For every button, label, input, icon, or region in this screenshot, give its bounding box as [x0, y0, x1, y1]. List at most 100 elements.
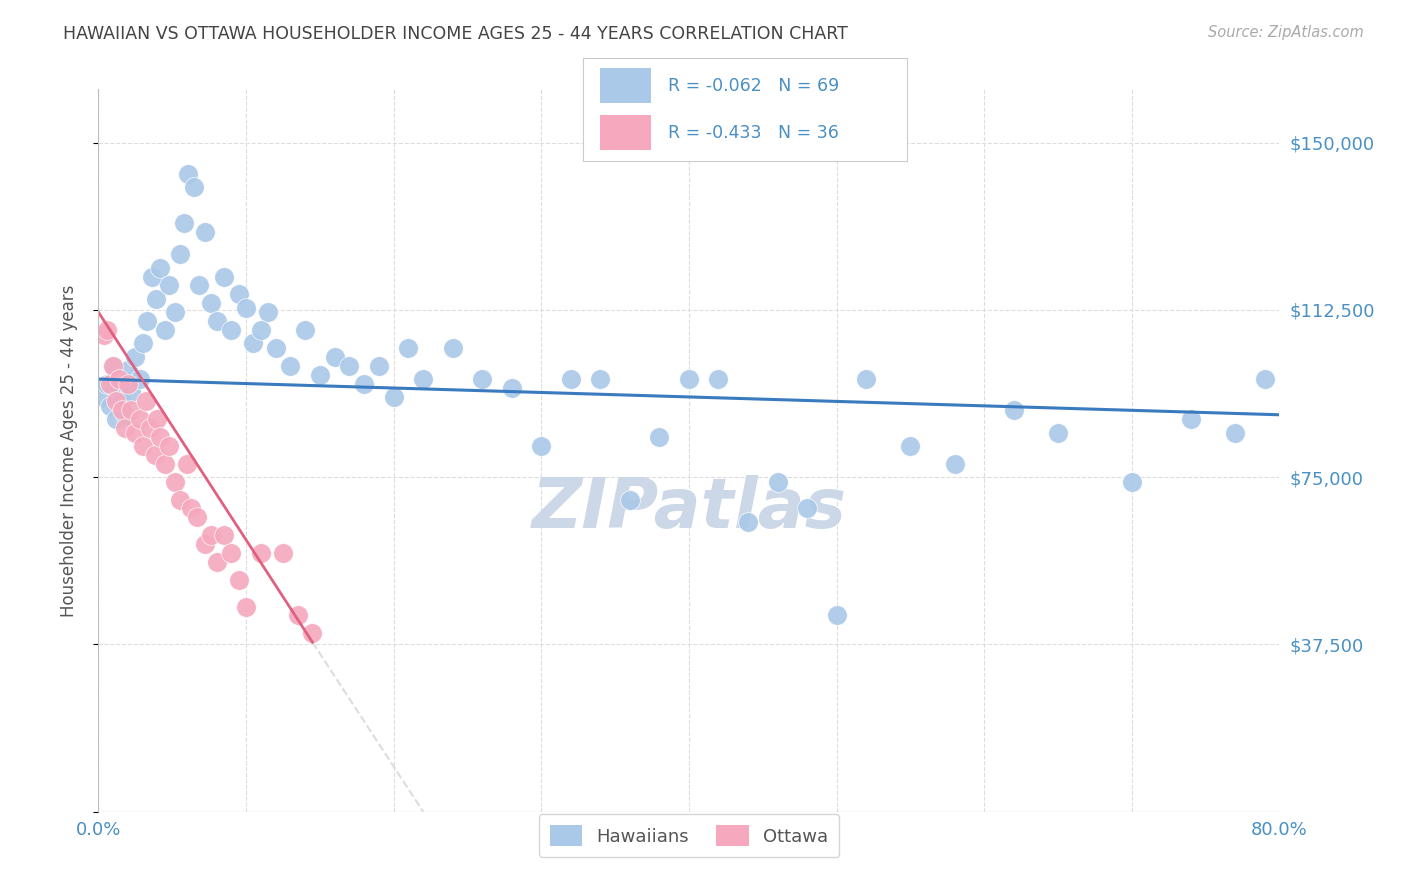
Point: [589, 372, 612, 386]
Point: [91, 390, 114, 404]
Text: HAWAIIAN VS OTTAWA HOUSEHOLDER INCOME AGES 25 - 44 YEARS CORRELATION CHART: HAWAIIAN VS OTTAWA HOUSEHOLDER INCOME AG…: [63, 25, 848, 43]
Point: [309, 368, 332, 382]
Point: [228, 287, 250, 301]
Point: [271, 546, 294, 560]
Point: [124, 350, 146, 364]
Point: [146, 412, 169, 426]
Point: [619, 492, 641, 507]
Point: [120, 403, 142, 417]
Point: [177, 167, 200, 181]
Point: [120, 385, 142, 400]
Point: [96, 376, 118, 391]
Point: [1002, 403, 1025, 417]
Point: [250, 323, 273, 337]
Point: [398, 341, 420, 355]
Point: [117, 376, 139, 391]
Point: [228, 573, 250, 587]
Point: [471, 372, 494, 386]
Point: [165, 305, 187, 319]
Point: [186, 510, 208, 524]
Legend: Hawaiians, Ottawa: Hawaiians, Ottawa: [538, 814, 839, 857]
Text: R = -0.433   N = 36: R = -0.433 N = 36: [668, 124, 838, 142]
Point: [678, 372, 700, 386]
Point: [136, 314, 159, 328]
Point: [117, 363, 139, 377]
Point: [257, 305, 280, 319]
Point: [124, 425, 146, 440]
Point: [108, 372, 131, 386]
Point: [200, 296, 222, 310]
Text: ZIPatlas: ZIPatlas: [531, 475, 846, 541]
Point: [280, 359, 302, 373]
Point: [205, 555, 228, 569]
Point: [1121, 475, 1143, 489]
Point: [149, 260, 172, 275]
Point: [108, 381, 131, 395]
Point: [183, 180, 205, 194]
Text: Source: ZipAtlas.com: Source: ZipAtlas.com: [1208, 25, 1364, 40]
Point: [200, 528, 222, 542]
Point: [221, 323, 243, 337]
Point: [187, 278, 209, 293]
Point: [149, 430, 172, 444]
Point: [114, 408, 136, 422]
Point: [141, 269, 163, 284]
FancyBboxPatch shape: [599, 115, 651, 150]
Point: [132, 439, 155, 453]
Y-axis label: Householder Income Ages 25 - 44 years: Householder Income Ages 25 - 44 years: [59, 285, 77, 616]
Point: [103, 359, 125, 373]
Point: [132, 336, 155, 351]
Point: [165, 475, 187, 489]
Point: [242, 336, 264, 351]
Point: [943, 457, 966, 471]
Point: [530, 439, 553, 453]
Point: [264, 341, 287, 355]
Point: [176, 457, 198, 471]
Point: [250, 546, 273, 560]
Point: [180, 501, 202, 516]
Point: [412, 372, 434, 386]
Point: [796, 501, 818, 516]
Point: [648, 430, 671, 444]
Point: [368, 359, 391, 373]
Point: [139, 421, 162, 435]
Point: [212, 528, 235, 542]
FancyBboxPatch shape: [599, 69, 651, 103]
Point: [96, 323, 118, 337]
Point: [153, 323, 176, 337]
Point: [128, 412, 150, 426]
Point: [173, 216, 195, 230]
Point: [323, 350, 346, 364]
Point: [1180, 412, 1202, 426]
Point: [93, 327, 115, 342]
Point: [1046, 425, 1070, 440]
Point: [1254, 372, 1277, 386]
Point: [1225, 425, 1247, 440]
Point: [221, 546, 243, 560]
Point: [153, 457, 176, 471]
Point: [441, 341, 464, 355]
Point: [111, 403, 134, 417]
Point: [294, 323, 316, 337]
Point: [737, 515, 759, 529]
Point: [194, 537, 217, 551]
Point: [157, 439, 180, 453]
Point: [501, 381, 523, 395]
Point: [128, 372, 150, 386]
Point: [194, 225, 217, 239]
Point: [560, 372, 582, 386]
Point: [114, 421, 136, 435]
Point: [287, 608, 309, 623]
Point: [169, 492, 191, 507]
Point: [825, 608, 848, 623]
Point: [900, 439, 922, 453]
Point: [169, 247, 191, 261]
Text: R = -0.062   N = 69: R = -0.062 N = 69: [668, 77, 839, 95]
Point: [157, 278, 180, 293]
Point: [105, 394, 128, 409]
Point: [353, 376, 375, 391]
Point: [301, 626, 323, 640]
Point: [205, 314, 228, 328]
Point: [98, 399, 121, 413]
Point: [98, 376, 121, 391]
